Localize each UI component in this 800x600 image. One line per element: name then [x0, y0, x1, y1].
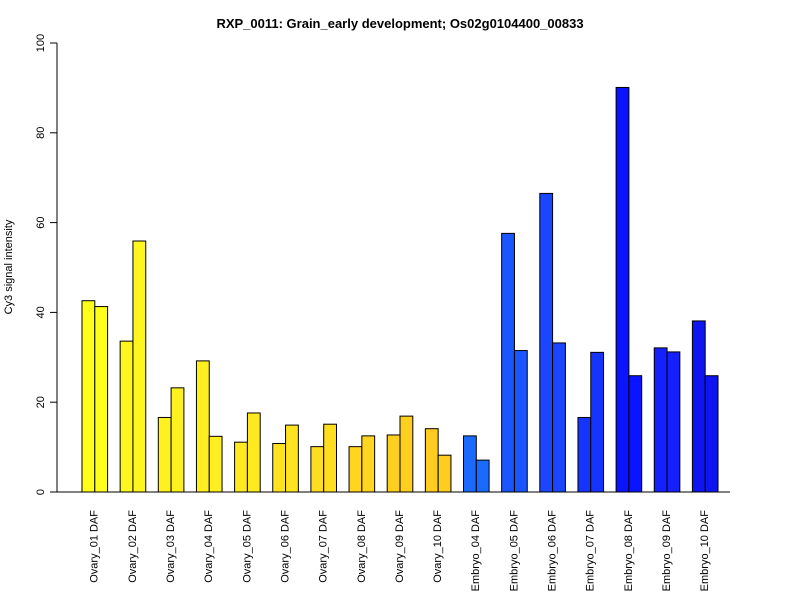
bar — [81, 300, 96, 493]
bar — [234, 441, 248, 493]
x-tick-label: Embryo_10 DAF — [699, 510, 711, 592]
y-tick-label: 40 — [35, 306, 47, 318]
y-tick-label: 60 — [35, 216, 47, 228]
bar — [475, 459, 490, 493]
bar — [590, 351, 605, 493]
bar — [615, 86, 630, 493]
bar — [424, 428, 439, 493]
bar — [386, 434, 401, 493]
bar — [666, 351, 681, 493]
bar — [691, 320, 706, 493]
x-tick-label: Ovary_09 DAF — [394, 510, 406, 583]
y-tick-label: 0 — [35, 489, 47, 495]
bar — [704, 375, 719, 493]
bar — [195, 360, 210, 493]
bar — [653, 347, 668, 493]
bars — [81, 86, 719, 493]
bar — [94, 306, 109, 493]
y-tick-label: 100 — [35, 34, 47, 52]
bar — [577, 416, 592, 493]
x-tick-label: Ovary_05 DAF — [241, 510, 253, 583]
x-tick-label: Ovary_02 DAF — [127, 510, 139, 583]
x-tick-label: Embryo_09 DAF — [661, 510, 673, 592]
x-tick-label: Ovary_10 DAF — [432, 510, 444, 583]
bar — [285, 424, 299, 493]
x-tick-label: Embryo_04 DAF — [470, 510, 482, 592]
bar — [552, 342, 566, 493]
bar — [513, 350, 528, 493]
x-tick-label: Ovary_03 DAF — [165, 510, 177, 583]
bar — [323, 423, 338, 493]
bar — [628, 375, 643, 493]
x-tick-label: Embryo_05 DAF — [508, 510, 520, 592]
y-axis-label: Cy3 signal intensity — [3, 219, 15, 314]
x-tick-label: Ovary_06 DAF — [279, 510, 291, 583]
bar — [132, 240, 147, 493]
bar — [272, 443, 287, 493]
y-tick-label: 20 — [35, 396, 47, 408]
bar — [246, 412, 261, 493]
y-axis: 0 20 40 60 80 100 — [35, 34, 58, 495]
bar — [208, 435, 223, 493]
chart-title: RXP_0011: Grain_early development; Os02g… — [216, 16, 583, 31]
bar — [463, 435, 477, 493]
x-tick-label: Ovary_07 DAF — [318, 510, 330, 583]
bar — [399, 415, 414, 493]
x-tick-label: Ovary_04 DAF — [203, 510, 215, 583]
x-tick-label: Ovary_08 DAF — [356, 510, 368, 583]
bar — [501, 232, 515, 493]
bar — [170, 387, 185, 493]
x-tick-label: Embryo_06 DAF — [547, 510, 559, 592]
bar — [348, 446, 363, 493]
bar — [539, 192, 554, 493]
bar — [437, 454, 452, 493]
x-tick-label: Ovary_01 DAF — [89, 510, 101, 583]
y-tick-label: 80 — [35, 127, 47, 139]
bar — [119, 340, 134, 493]
bar — [310, 446, 325, 493]
x-tick-labels: Ovary_01 DAF Ovary_02 DAF Ovary_03 DAF Ovar… — [89, 510, 711, 592]
bar — [157, 416, 172, 493]
bar — [361, 435, 376, 493]
x-tick-label: Embryo_08 DAF — [623, 510, 635, 592]
x-tick-label: Embryo_07 DAF — [585, 510, 597, 592]
